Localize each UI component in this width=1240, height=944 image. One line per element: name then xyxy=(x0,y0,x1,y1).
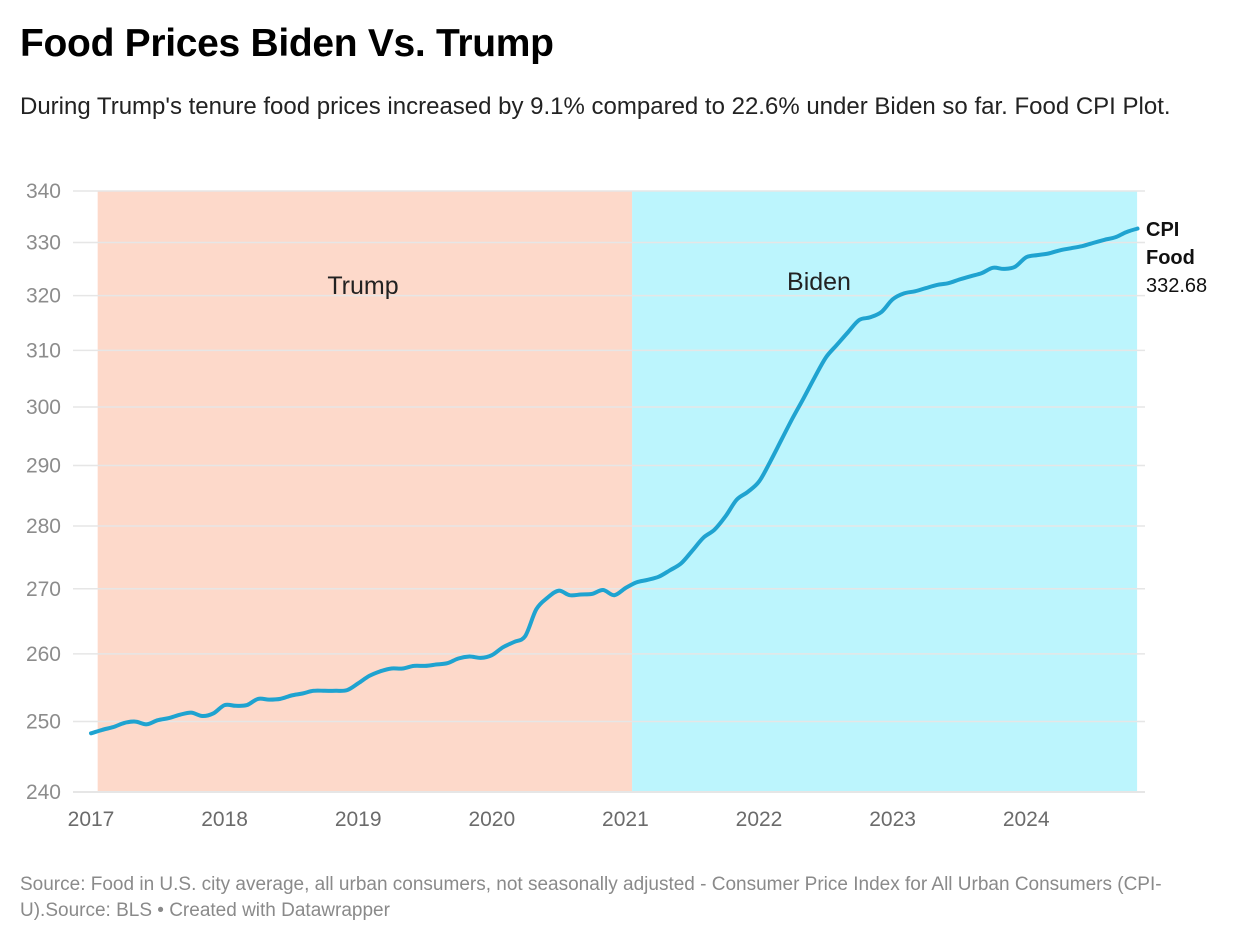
x-tick-label: 2018 xyxy=(201,808,248,831)
y-tick-label: 330 xyxy=(26,232,61,255)
band-label-trump: Trump xyxy=(327,272,398,300)
x-tick-label: 2022 xyxy=(736,808,783,831)
x-tick-label: 2019 xyxy=(335,808,382,831)
y-tick-label: 270 xyxy=(26,578,61,601)
y-tick-label: 340 xyxy=(26,180,61,203)
end-label: CPI Food 332.68 xyxy=(1146,219,1207,297)
source-footer: Source: Food in U.S. city average, all u… xyxy=(20,874,1162,921)
y-tick-label: 240 xyxy=(26,781,61,804)
y-axis-ticks: 240 250 260 270 280 290 300 310 320 330 340 xyxy=(26,180,61,804)
gridlines xyxy=(73,190,1145,793)
end-label-name: Food xyxy=(1146,247,1195,269)
x-tick-label: 2020 xyxy=(468,808,515,831)
chart-subtitle: During Trump's tenure food prices increa… xyxy=(20,93,1171,120)
y-tick-label: 320 xyxy=(26,285,61,308)
x-tick-label: 2021 xyxy=(602,808,649,831)
end-label-name: CPI xyxy=(1146,219,1179,241)
band-label-biden: Biden xyxy=(787,268,851,296)
y-tick-label: 250 xyxy=(26,711,61,734)
band-trump xyxy=(97,191,633,792)
y-tick-label: 300 xyxy=(26,396,61,419)
x-tick-label: 2024 xyxy=(1003,808,1050,831)
shaded-bands xyxy=(97,191,1138,792)
end-label-value: 332.68 xyxy=(1146,275,1207,297)
band-labels: Trump Biden xyxy=(327,268,851,300)
x-tick-label: 2023 xyxy=(869,808,916,831)
y-tick-label: 260 xyxy=(26,643,61,666)
band-biden xyxy=(632,191,1138,792)
y-tick-label: 280 xyxy=(26,515,61,538)
y-tick-label: 310 xyxy=(26,339,61,362)
x-tick-label: 2017 xyxy=(68,808,115,831)
y-tick-label: 290 xyxy=(26,454,61,477)
chart-title: Food Prices Biden Vs. Trump xyxy=(20,22,554,65)
series-line-cpi-food xyxy=(89,226,1140,736)
series-group xyxy=(89,226,1140,736)
x-axis-ticks: 2017 2018 2019 2020 2021 2022 2023 2024 xyxy=(68,808,1050,831)
